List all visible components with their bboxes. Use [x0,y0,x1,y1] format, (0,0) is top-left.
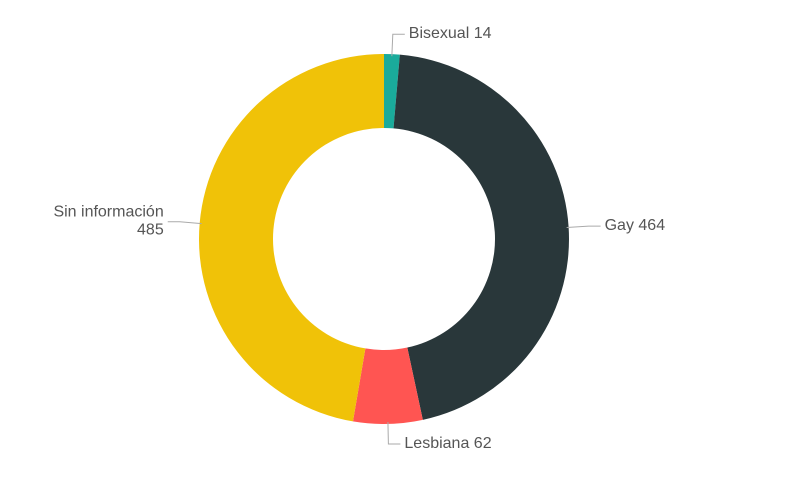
donut-slice [384,54,400,129]
label-name: Bisexual [409,25,469,42]
label-name: Gay [605,217,634,234]
label-value: 464 [638,217,665,234]
donut-slice [393,54,570,420]
slice-label: Gay 464 [605,217,666,234]
label-value: 62 [474,435,492,452]
slice-label: Lesbiana 62 [404,435,491,452]
donut-slice [352,347,423,425]
label-value: 14 [474,25,492,42]
slice-label: Bisexual 14 [409,25,492,42]
label-name: Sin información [53,204,163,221]
leader-line [566,225,601,229]
slice-label: Sin información 485 [53,204,163,239]
leader-line [167,221,202,225]
label-name: Lesbiana [404,435,469,452]
label-value: 485 [137,222,164,239]
leader-line [391,33,405,57]
leader-line [387,421,401,445]
donut-slice [198,54,384,422]
